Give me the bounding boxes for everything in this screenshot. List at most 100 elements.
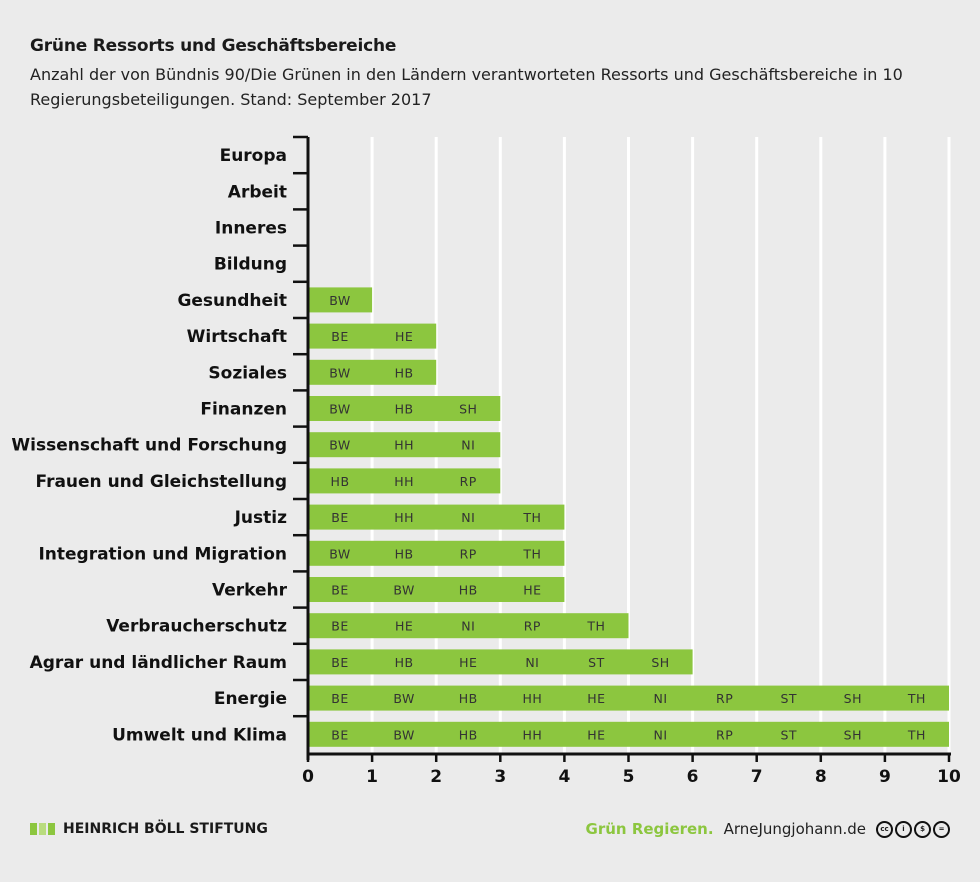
segment-label: HH xyxy=(522,691,542,706)
segment-label: BW xyxy=(329,365,351,380)
category-label: Bildung xyxy=(214,255,287,275)
cc-license-icon: cc i $ = xyxy=(876,820,950,838)
x-tick-label: 8 xyxy=(815,767,827,787)
x-tick-label: 3 xyxy=(494,767,506,787)
x-tick-label: 7 xyxy=(751,767,763,787)
segment-label: BE xyxy=(331,583,348,598)
segment-label: NI xyxy=(654,727,668,742)
segment-label: TH xyxy=(907,727,926,742)
segment-label: BW xyxy=(393,691,415,706)
category-label: Agrar und ländlicher Raum xyxy=(30,653,287,673)
bar xyxy=(308,649,693,675)
bar xyxy=(308,323,437,349)
segment-label: HH xyxy=(394,474,414,489)
segment-label: HH xyxy=(394,438,414,453)
segment-label: HB xyxy=(459,691,478,706)
bar xyxy=(308,359,437,385)
segment-label: HE xyxy=(395,619,413,634)
bar xyxy=(308,468,501,494)
x-tick-label: 5 xyxy=(623,767,635,787)
segment-label: BW xyxy=(329,293,351,308)
publisher-logo: HEINRICH BÖLL STIFTUNG xyxy=(30,821,268,837)
bar xyxy=(308,287,373,313)
segment-label: RP xyxy=(716,691,733,706)
segment-label: HB xyxy=(459,727,478,742)
chart-subtitle: Anzahl der von Bündnis 90/Die Grünen in … xyxy=(30,65,903,109)
category-label: Verbraucherschutz xyxy=(106,617,287,637)
publisher-name: HEINRICH BÖLL STIFTUNG xyxy=(63,821,268,837)
segment-label: HE xyxy=(459,655,477,670)
category-label: Integration und Migration xyxy=(38,544,287,564)
category-label: Wirtschaft xyxy=(187,327,287,347)
category-label: Wissenschaft und Forschung xyxy=(11,436,287,456)
category-label: Inneres xyxy=(215,219,287,239)
segment-label: NI xyxy=(461,438,475,453)
segment-label: HB xyxy=(395,655,414,670)
segment-label: BE xyxy=(331,510,348,525)
segment-label: HE xyxy=(395,329,413,344)
segment-label: HH xyxy=(394,510,414,525)
segment-label: TH xyxy=(586,619,605,634)
bar xyxy=(308,685,949,711)
chart-title: Grüne Ressorts und Geschäftsbereiche xyxy=(30,36,397,56)
segment-label: HB xyxy=(395,365,414,380)
segment-label: RP xyxy=(460,546,477,561)
segment-label: SH xyxy=(844,691,862,706)
segment-label: HE xyxy=(587,691,605,706)
segment-label: BW xyxy=(329,438,351,453)
segment-label: BW xyxy=(393,583,415,598)
bar xyxy=(308,613,629,639)
segment-label: BE xyxy=(331,329,348,344)
tagline: Grün Regieren. xyxy=(585,820,714,838)
category-label: Finanzen xyxy=(200,400,287,420)
segment-label: RP xyxy=(716,727,733,742)
segment-label: NI xyxy=(461,510,475,525)
segment-label: HH xyxy=(522,727,542,742)
segment-label: HB xyxy=(331,474,350,489)
category-label: Soziales xyxy=(208,363,287,383)
x-tick-label: 10 xyxy=(937,767,961,787)
segment-label: HB xyxy=(459,583,478,598)
segment-label: BW xyxy=(329,546,351,561)
category-label: Frauen und Gleichstellung xyxy=(36,472,287,492)
category-label: Umwelt und Klima xyxy=(112,725,287,745)
category-label: Arbeit xyxy=(228,182,287,202)
category-label: Europa xyxy=(220,146,287,166)
segment-label: HB xyxy=(395,546,414,561)
x-tick-label: 4 xyxy=(558,767,570,787)
segment-label: BE xyxy=(331,619,348,634)
segment-label: ST xyxy=(588,655,605,670)
segment-label: ST xyxy=(780,691,797,706)
x-tick-label: 0 xyxy=(302,767,314,787)
segment-label: RP xyxy=(460,474,477,489)
website-link[interactable]: ArneJungjohann.de xyxy=(723,820,866,838)
bar xyxy=(308,396,501,421)
segment-label: ST xyxy=(780,727,797,742)
x-tick-label: 1 xyxy=(366,767,378,787)
segment-label: NI xyxy=(654,691,668,706)
category-label: Gesundheit xyxy=(177,291,287,311)
bar xyxy=(308,540,565,566)
category-label: Justiz xyxy=(234,508,288,528)
segment-label: HE xyxy=(523,583,541,598)
segment-label: TH xyxy=(522,546,541,561)
segment-label: RP xyxy=(524,619,541,634)
bar xyxy=(308,432,501,458)
segment-label: BE xyxy=(331,655,348,670)
x-tick-label: 6 xyxy=(687,767,699,787)
bar xyxy=(308,577,565,602)
segment-label: BW xyxy=(329,402,351,417)
segment-label: TH xyxy=(907,691,926,706)
bar xyxy=(308,721,949,747)
segment-label: BW xyxy=(393,727,415,742)
segment-label: TH xyxy=(522,510,541,525)
x-tick-label: 2 xyxy=(430,767,442,787)
segment-label: HE xyxy=(587,727,605,742)
segment-label: NI xyxy=(525,655,539,670)
x-tick-label: 9 xyxy=(879,767,891,787)
segment-label: SH xyxy=(844,727,862,742)
segment-label: NI xyxy=(461,619,475,634)
category-label: Energie xyxy=(214,689,287,709)
bar xyxy=(308,504,565,530)
segment-label: BE xyxy=(331,691,348,706)
